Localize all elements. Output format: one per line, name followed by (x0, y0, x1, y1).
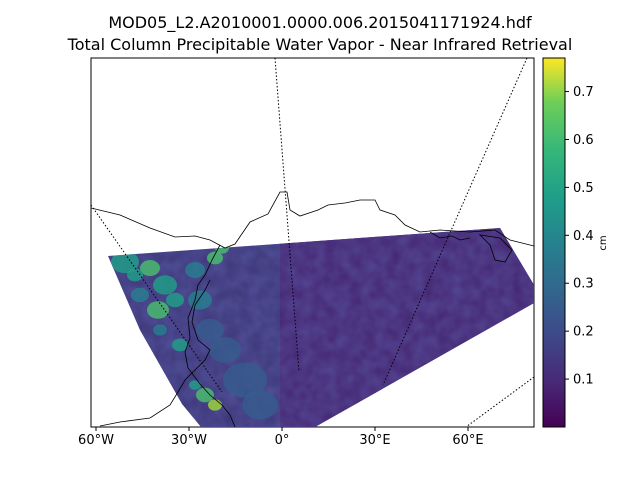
moisture-patch (153, 324, 167, 336)
x-tick-label: 60°W (78, 433, 114, 448)
moisture-patch (208, 399, 222, 411)
graticule-line (465, 376, 534, 427)
moisture-patch (131, 287, 149, 303)
moisture-patch (111, 250, 139, 274)
moisture-patch (207, 251, 223, 265)
moisture-patch (185, 262, 205, 278)
graticule-line (382, 58, 528, 386)
moisture-patch (196, 318, 224, 342)
x-tick-label: 0° (275, 433, 290, 448)
moisture-patch (140, 260, 160, 276)
x-tick-label: 30°W (171, 433, 207, 448)
chart-subtitle: Total Column Precipitable Water Vapor - … (67, 35, 573, 54)
moisture-patch (147, 301, 169, 319)
graticule-line (91, 204, 223, 393)
moisture-patch (153, 275, 177, 295)
moisture-patch (196, 387, 214, 403)
moisture-patch (172, 338, 188, 352)
moisture-patch (223, 362, 267, 398)
coastlines (91, 191, 534, 427)
x-tick-label: 60°E (452, 433, 483, 448)
swath-moist-patches (111, 242, 278, 420)
moisture-patch (189, 380, 201, 390)
colorbar-tick-label: 0.3 (573, 277, 594, 292)
moisture-patch (242, 390, 278, 420)
graticule (91, 58, 534, 427)
colorbar-ticks: 0.1 0.2 0.3 0.4 0.5 0.6 0.7 (565, 85, 594, 388)
x-axis-ticks: 60°W 30°W 0° 30°E 60°E (78, 427, 484, 448)
colorbar (542, 57, 566, 428)
colorbar-tick-label: 0.7 (573, 85, 594, 100)
moisture-patch (127, 268, 143, 282)
colorbar-unit-label: cm (598, 235, 609, 250)
colorbar-tick-label: 0.1 (573, 373, 594, 388)
moisture-patch (166, 292, 184, 308)
colorbar-tick-label: 0.6 (573, 133, 594, 148)
chart-title: MOD05_L2.A2010001.0000.006.2015041171924… (108, 13, 532, 32)
colorbar-tick-label: 0.2 (573, 325, 594, 340)
colorbar-tick-label: 0.5 (573, 181, 594, 196)
x-tick-label: 30°E (359, 433, 390, 448)
moisture-patch (188, 290, 212, 310)
colorbar-tick-label: 0.4 (573, 229, 594, 244)
moisture-patch (209, 337, 241, 363)
